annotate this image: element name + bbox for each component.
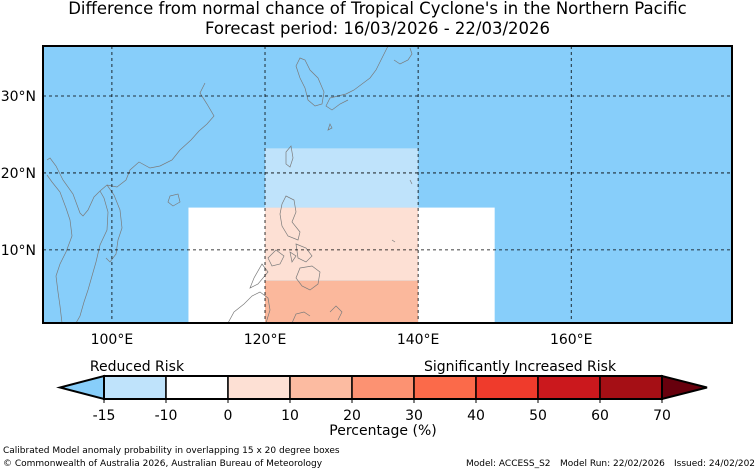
coastlines [46,46,413,323]
colorbar-under-arrow [56,374,105,401]
box-white-east [418,207,495,323]
coastline-japan [325,46,413,111]
risk-boxes [188,148,495,323]
coastline-hainan [167,193,181,207]
lat-label-10: 10°N [1,243,36,259]
map-axis-labels: 100°E 120°E 140°E 160°E 10°N 20°N 30°N [1,89,593,348]
map-frame [42,45,733,324]
colorbar-tick-label-2: 0 [224,408,233,424]
colorbar-label-increased-risk: Significantly Increased Risk [424,359,617,375]
lon-label-120: 120°E [244,332,287,348]
coastline-asia-mainland [46,82,215,323]
lat-label-20: 20°N [1,166,36,182]
title-line-1: Difference from normal chance of Tropica… [68,0,687,18]
colorbar-segment-5 [413,375,477,400]
colorbar-tick-label-3: 10 [281,408,299,424]
coastline-borneo [227,291,271,323]
coastline-taiwan [285,145,294,168]
colorbar-outline [103,375,663,400]
lon-label-160: 160°E [550,332,593,348]
colorbar: -15 -10 0 10 20 30 40 50 60 70 [56,374,708,424]
colorbar-segment-8 [599,375,663,400]
lon-label-140: 140°E [397,332,440,348]
footer-model: Model: ACCESS_S2 [466,459,551,469]
map-area: 100°E 120°E 140°E 160°E 10°N 20°N 30°N [1,45,733,348]
colorbar-tick-label-7: 50 [529,408,547,424]
colorbar-axis-label: Percentage (%) [329,423,436,439]
box-white-west [188,207,266,323]
colorbar-tick-label-5: 30 [405,408,423,424]
colorbar-label-reduced-risk: Reduced Risk [90,359,185,375]
coastline-korea [295,57,325,107]
colorbar-segment-2 [227,375,291,400]
colorbar-segment-6 [475,375,539,400]
colorbar-segment-7 [537,375,601,400]
colorbar-tick-label-4: 20 [343,408,361,424]
footer-description: Calibrated Model anomaly probability in … [3,446,340,456]
coastline-sulawesi [291,305,343,323]
colorbar-tick-label-1: -10 [155,408,178,424]
box-lightblue-north [265,148,419,208]
footer-copyright: © Commonwealth of Australia 2026, Austra… [3,459,323,469]
colorbar-tick-label-6: 40 [467,408,485,424]
colorbar-tick-label-9: 70 [653,408,671,424]
colorbar-tick-label-8: 60 [591,408,609,424]
box-lightpink-center [265,207,419,281]
colorbar-tick-label-0: -15 [93,408,116,424]
colorbar-segment-4 [351,375,415,400]
coastline-small-islands [327,123,413,243]
footer-model-run: Model Run: 22/02/2026 [560,459,665,469]
footer-issued: Issued: 24/02/2026 [674,459,755,469]
lat-label-30: 30°N [1,89,36,105]
colorbar-over-arrow [661,374,708,401]
graticule [43,46,732,323]
colorbar-segment-1 [165,375,229,400]
lon-label-100: 100°E [91,332,134,348]
coastline-philippines [249,195,321,291]
box-salmon-south [265,280,419,323]
title-line-2: Forecast period: 16/03/2026 - 22/03/2026 [204,19,551,38]
colorbar-segment-3 [289,375,353,400]
colorbar-segment-0 [103,375,167,400]
